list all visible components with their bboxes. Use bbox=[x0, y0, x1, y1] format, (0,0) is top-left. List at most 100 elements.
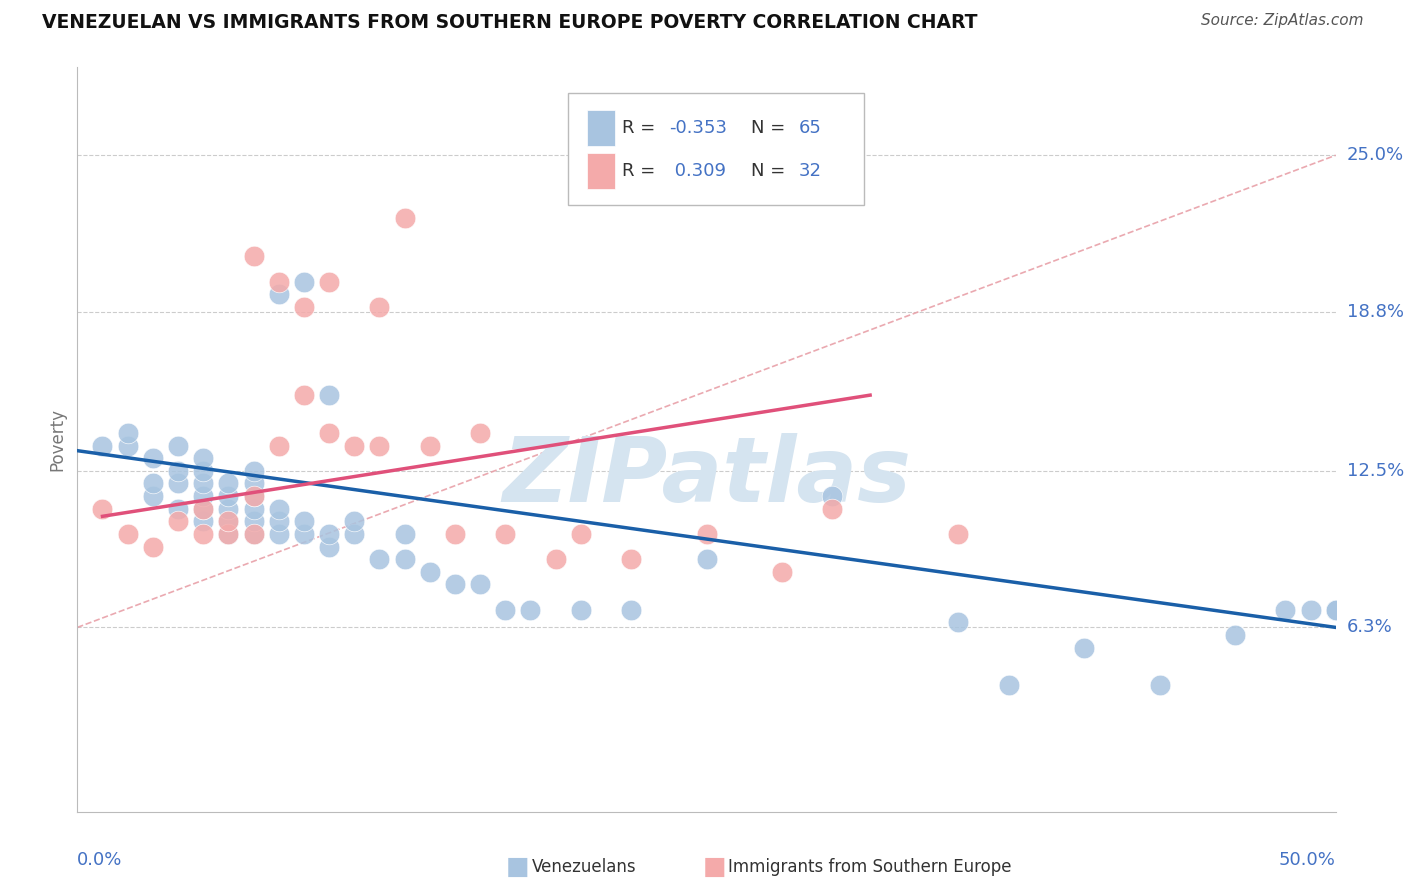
Point bbox=[142, 451, 165, 466]
Point bbox=[394, 552, 416, 566]
Point bbox=[217, 527, 239, 541]
Point bbox=[318, 275, 340, 289]
Point bbox=[394, 527, 416, 541]
Point bbox=[167, 439, 190, 453]
Point bbox=[292, 514, 315, 528]
Point bbox=[1324, 603, 1347, 617]
Point bbox=[217, 527, 239, 541]
Text: 0.309: 0.309 bbox=[669, 162, 725, 180]
Text: R =: R = bbox=[623, 119, 661, 137]
Point bbox=[1274, 603, 1296, 617]
Point bbox=[217, 514, 239, 528]
Point bbox=[620, 603, 643, 617]
Point bbox=[191, 464, 215, 478]
Point bbox=[292, 388, 315, 402]
FancyBboxPatch shape bbox=[568, 93, 863, 204]
Point bbox=[242, 476, 264, 491]
Point bbox=[569, 603, 592, 617]
Text: ZIPatlas: ZIPatlas bbox=[502, 433, 911, 521]
Point bbox=[343, 514, 366, 528]
Point bbox=[948, 615, 970, 630]
Point bbox=[318, 425, 340, 440]
Point bbox=[292, 275, 315, 289]
Point bbox=[494, 527, 516, 541]
Point bbox=[217, 514, 239, 528]
Point bbox=[167, 476, 190, 491]
Point bbox=[242, 489, 264, 503]
Point bbox=[948, 527, 970, 541]
Point bbox=[368, 439, 391, 453]
Point bbox=[191, 501, 215, 516]
Point bbox=[117, 527, 139, 541]
Point bbox=[142, 540, 165, 554]
Point bbox=[343, 527, 366, 541]
Point bbox=[242, 464, 264, 478]
Point bbox=[569, 527, 592, 541]
Point bbox=[191, 476, 215, 491]
Point bbox=[696, 527, 718, 541]
Point bbox=[217, 501, 239, 516]
Point bbox=[267, 514, 290, 528]
Point bbox=[267, 439, 290, 453]
Point bbox=[1299, 603, 1322, 617]
Point bbox=[1324, 603, 1347, 617]
Point bbox=[167, 464, 190, 478]
Bar bbox=[586, 153, 614, 189]
Text: 18.8%: 18.8% bbox=[1347, 302, 1403, 321]
Point bbox=[519, 603, 541, 617]
Point bbox=[91, 501, 114, 516]
Text: Venezuelans: Venezuelans bbox=[531, 858, 636, 876]
Point bbox=[167, 501, 190, 516]
Point bbox=[468, 425, 491, 440]
Point bbox=[318, 388, 340, 402]
Point bbox=[267, 275, 290, 289]
Point bbox=[444, 527, 467, 541]
Point bbox=[117, 425, 139, 440]
Point bbox=[318, 540, 340, 554]
Point bbox=[242, 489, 264, 503]
Point bbox=[1324, 603, 1347, 617]
Text: 12.5%: 12.5% bbox=[1347, 462, 1405, 480]
Point bbox=[394, 211, 416, 226]
Point bbox=[191, 501, 215, 516]
Point bbox=[117, 439, 139, 453]
Text: Source: ZipAtlas.com: Source: ZipAtlas.com bbox=[1201, 13, 1364, 29]
Text: ■: ■ bbox=[703, 855, 727, 879]
Point bbox=[770, 565, 793, 579]
Text: VENEZUELAN VS IMMIGRANTS FROM SOUTHERN EUROPE POVERTY CORRELATION CHART: VENEZUELAN VS IMMIGRANTS FROM SOUTHERN E… bbox=[42, 13, 977, 32]
Text: N =: N = bbox=[751, 162, 790, 180]
Point bbox=[368, 552, 391, 566]
Point bbox=[318, 527, 340, 541]
Point bbox=[191, 514, 215, 528]
Text: R =: R = bbox=[623, 162, 661, 180]
Point bbox=[267, 501, 290, 516]
Point bbox=[544, 552, 567, 566]
Point bbox=[1073, 640, 1095, 655]
Point bbox=[1149, 678, 1171, 692]
Point bbox=[1223, 628, 1246, 642]
Point bbox=[142, 489, 165, 503]
Point bbox=[1324, 603, 1347, 617]
Text: 65: 65 bbox=[799, 119, 821, 137]
Point bbox=[368, 300, 391, 314]
Point bbox=[821, 489, 844, 503]
Text: Immigrants from Southern Europe: Immigrants from Southern Europe bbox=[728, 858, 1012, 876]
Point bbox=[91, 439, 114, 453]
Point bbox=[267, 527, 290, 541]
Point bbox=[419, 565, 441, 579]
Point bbox=[191, 451, 215, 466]
Point bbox=[821, 501, 844, 516]
Text: 0.0%: 0.0% bbox=[77, 851, 122, 869]
Point bbox=[191, 527, 215, 541]
Point bbox=[191, 489, 215, 503]
Point bbox=[419, 439, 441, 453]
Text: 32: 32 bbox=[799, 162, 821, 180]
Point bbox=[142, 476, 165, 491]
Point bbox=[444, 577, 467, 591]
Point bbox=[292, 300, 315, 314]
Point bbox=[343, 439, 366, 453]
Point bbox=[620, 552, 643, 566]
Point bbox=[242, 514, 264, 528]
Point bbox=[242, 249, 264, 263]
Point bbox=[1324, 603, 1347, 617]
